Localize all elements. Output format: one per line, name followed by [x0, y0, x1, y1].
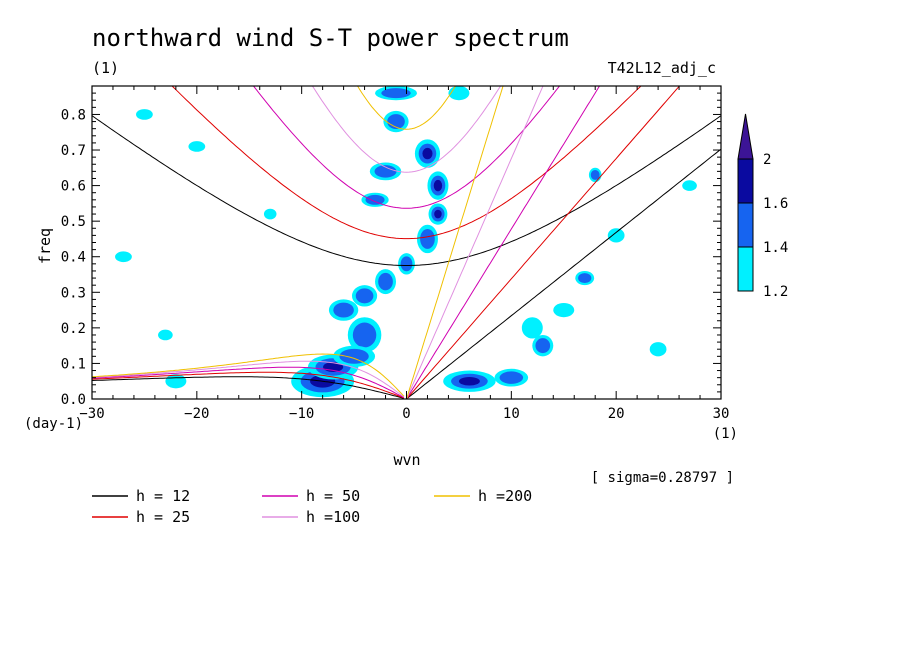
rossby-curve-h100	[92, 360, 405, 398]
power-region-10-level-3	[433, 179, 443, 192]
y-tick-label: 0.7	[61, 143, 86, 159]
power-region-9-level-3	[434, 209, 442, 219]
legend: h = 12 h = 25 h = 50 h =100 h =200	[92, 487, 532, 526]
power-region-7-level-2	[400, 256, 413, 272]
power-region-24-level-1	[136, 109, 153, 120]
colorbar-extend-arrow	[737, 113, 754, 160]
power-region-30-level-1	[607, 228, 625, 243]
x-tick-label: 20	[608, 406, 625, 422]
colorbar-label: 2	[763, 152, 771, 168]
colorbar-label: 1.2	[763, 284, 788, 300]
kelvin-curve-h200	[406, 86, 504, 399]
y-axis-unit: (day-1)	[24, 416, 83, 432]
y-tick-label: 0.3	[61, 285, 86, 301]
x-tick-label: 30	[713, 406, 730, 422]
dispersion-curves	[92, 86, 721, 399]
y-tick-label: 0.1	[61, 356, 86, 372]
legend-label-h200: h =200	[478, 487, 532, 505]
y-tick-label: 0.8	[61, 107, 86, 123]
kelvin-curve-h12	[406, 148, 721, 399]
power-region-25-level-1	[188, 141, 206, 152]
gravity-curve-h200	[356, 86, 457, 130]
power-region-31-level-1	[649, 342, 667, 357]
power-region-27-level-1	[158, 329, 173, 341]
y-tick-label: 0.2	[61, 321, 86, 337]
colorbar-swatch-1	[737, 246, 754, 292]
gravity-curve-h12	[92, 115, 721, 266]
power-region-15-level-2	[381, 88, 411, 99]
power-region-28-level-1	[115, 251, 132, 263]
kelvin-curve-h100	[406, 86, 544, 399]
legend-label-h100: h =100	[306, 508, 360, 526]
rossby-curve-h12	[92, 376, 405, 399]
power-region-2-level-2	[352, 322, 377, 348]
legend-label-h12: h = 12	[136, 487, 190, 505]
power-region-18-level-2	[535, 338, 551, 354]
power-region-20-level-2	[578, 273, 592, 284]
x-tick-label: −30	[79, 406, 104, 422]
power-region-12-level-2	[374, 165, 397, 178]
power-region-11-level-3	[422, 147, 433, 160]
power-region-3-level-2	[339, 348, 369, 364]
colorbar-swatch-2	[737, 202, 754, 248]
run-label: T42L12_adj_c	[608, 59, 716, 77]
plot-frame	[91, 85, 722, 400]
y-axis-label: freq	[36, 228, 54, 264]
y-tick-label: 0.6	[61, 179, 86, 195]
power-region-23-level-1	[165, 374, 187, 389]
legend-label-h50: h = 50	[306, 487, 360, 505]
axes: −30 −20 −10 0 10 20 30 0.0 0.1 0.2 0.3 0.4 0.5 0.6 0.7…	[61, 86, 730, 422]
power-region-6-level-2	[378, 272, 393, 291]
legend-label-h25: h = 25	[136, 508, 190, 526]
power-region-13-level-2	[365, 194, 385, 205]
power-region-21-level-1	[553, 302, 575, 318]
x-axis-label: wvn	[393, 451, 420, 469]
colorbar-swatch-3	[737, 158, 754, 204]
y-tick-label: 0.5	[61, 214, 86, 230]
power-region-8-level-2	[420, 228, 435, 249]
power-region-17-level-2	[499, 371, 524, 384]
power-region-22-level-2	[590, 169, 600, 180]
power-region-32-level-1	[682, 180, 697, 191]
gravity-curve-h100	[311, 86, 502, 173]
power-region-4-level-2	[333, 302, 354, 318]
sigma-label: [ sigma=0.28797 ]	[591, 470, 734, 486]
y-tick-label: 0.4	[61, 250, 86, 266]
power-region-19-level-1	[521, 317, 543, 339]
kelvin-curve-h50	[406, 86, 601, 399]
x-tick-label: −20	[184, 406, 209, 422]
gravity-curve-h25	[171, 86, 642, 240]
x-tick-label: −10	[289, 406, 314, 422]
x-tick-label: 10	[503, 406, 520, 422]
y-tick-label: 0.0	[61, 392, 86, 408]
x-axis-unit: (1)	[713, 426, 738, 442]
gravity-curve-h50	[252, 86, 561, 209]
power-region-16-level-3	[458, 376, 480, 386]
rossby-curve-h200	[92, 353, 405, 397]
units-label: (1)	[92, 59, 119, 77]
rossby-curve-h25	[92, 371, 405, 399]
colorbar-label: 1.4	[763, 240, 788, 256]
kelvin-curve-h25	[406, 86, 681, 399]
power-region-5-level-2	[355, 288, 374, 304]
x-tick-label: 0	[402, 406, 410, 422]
chart-title: northward wind S-T power spectrum	[92, 24, 569, 52]
colorbar-label: 1.6	[763, 196, 788, 212]
power-field	[115, 86, 697, 398]
colorbar: 1.2 1.4 1.6 2	[737, 113, 788, 300]
power-region-26-level-1	[263, 208, 277, 220]
rossby-curve-h50	[92, 366, 405, 399]
